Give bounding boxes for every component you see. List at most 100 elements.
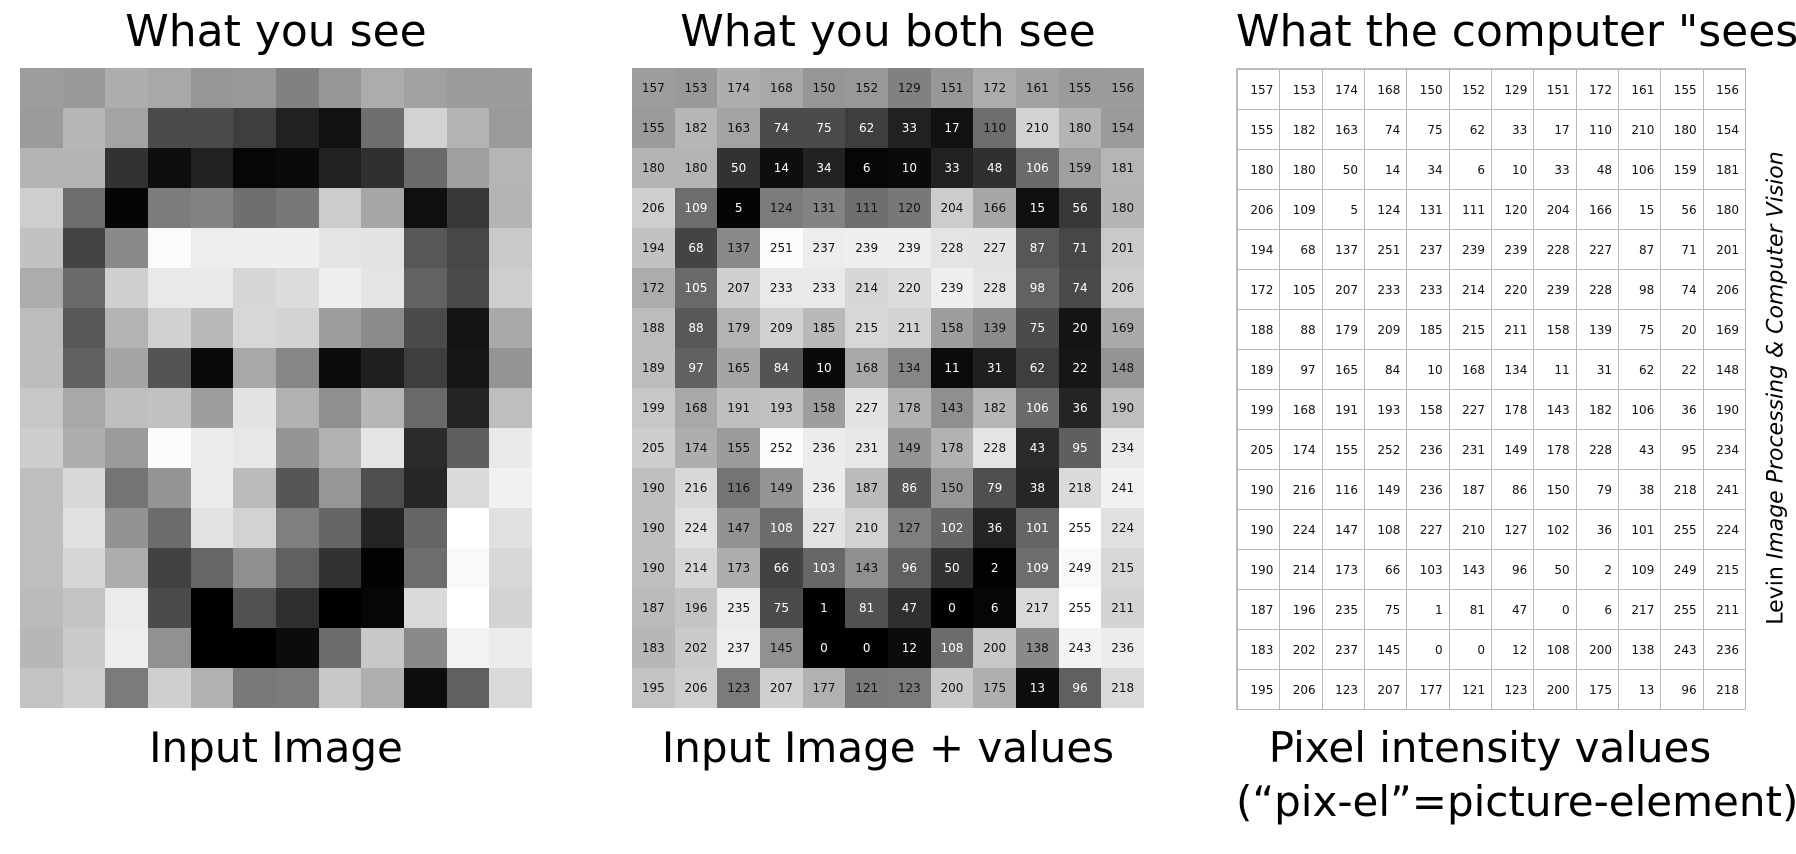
intensity-value-cell: 74	[1661, 270, 1704, 310]
intensity-value-cell: 231	[1449, 430, 1492, 470]
pixel-value-cell: 251	[760, 228, 803, 268]
pixel-cell	[20, 548, 63, 588]
pixel-cell	[361, 428, 404, 468]
intensity-value-cell: 181	[1703, 150, 1746, 190]
intensity-value-cell: 95	[1661, 430, 1704, 470]
intensity-value-cell: 143	[1449, 550, 1492, 590]
intensity-value-cell: 205	[1238, 430, 1281, 470]
intensity-value-cell: 75	[1618, 310, 1662, 350]
pixel-value-cell: 155	[1058, 68, 1102, 108]
pixel-value-cell: 190	[1101, 388, 1144, 428]
intensity-value-cell: 243	[1661, 630, 1704, 670]
pixel-value-cell: 182	[674, 108, 718, 148]
pixel-cell	[105, 108, 148, 148]
intensity-value-cell: 116	[1322, 470, 1365, 510]
intensity-value-cell: 188	[1238, 310, 1281, 350]
pixel-value-cell: 62	[845, 108, 888, 148]
intensity-value-cell: 177	[1407, 670, 1450, 710]
intensity-value-cell: 158	[1407, 390, 1450, 430]
pixel-value-cell: 156	[1101, 68, 1144, 108]
pixel-value-cell: 180	[1101, 188, 1144, 228]
pixel-value-cell: 87	[1016, 228, 1059, 268]
pixel-value-cell: 75	[802, 108, 846, 148]
pixel-value-cell: 101	[1016, 508, 1059, 548]
pixel-cell	[190, 668, 234, 708]
intensity-value-cell: 47	[1491, 590, 1535, 630]
intensity-value-cell: 210	[1449, 510, 1492, 550]
intensity-value-cell: 180	[1280, 150, 1323, 190]
pixel-value-cell: 150	[802, 68, 846, 108]
pixel-value-cell: 218	[1058, 468, 1102, 508]
pixel-cell	[318, 148, 362, 188]
intensity-value-cell: 224	[1280, 510, 1323, 550]
intensity-value-cell: 228	[1576, 430, 1619, 470]
intensity-value-cell: 228	[1576, 270, 1619, 310]
pixel-value-cell: 178	[930, 428, 974, 468]
intensity-value-cell: 215	[1703, 550, 1746, 590]
pixel-cell	[361, 348, 404, 388]
pixel-value-cell: 158	[802, 388, 846, 428]
intensity-value-cell: 31	[1576, 350, 1619, 390]
pixel-value-cell: 105	[674, 268, 718, 308]
intensity-value-cell: 168	[1449, 350, 1492, 390]
pixel-cell	[489, 668, 532, 708]
pixel-value-cell: 143	[845, 548, 888, 588]
pixel-cell	[446, 148, 490, 188]
intensity-value-cell: 183	[1238, 630, 1281, 670]
intensity-value-cell: 163	[1322, 110, 1365, 150]
pixel-cell	[361, 308, 404, 348]
pixel-value-cell: 139	[973, 308, 1016, 348]
intensity-value-cell: 12	[1491, 630, 1535, 670]
intensity-value-cell: 211	[1703, 590, 1746, 630]
pixel-value-cell: 50	[717, 148, 760, 188]
pixel-cell	[190, 348, 234, 388]
intensity-value-cell: 185	[1407, 310, 1450, 350]
pixel-cell	[148, 468, 191, 508]
pixel-value-cell: 241	[1101, 468, 1144, 508]
intensity-value-cell: 101	[1618, 510, 1662, 550]
pixel-cell	[276, 588, 319, 628]
intensity-value-cell: 204	[1534, 190, 1577, 230]
pixel-cell	[62, 428, 106, 468]
pixel-value-cell: 209	[760, 308, 803, 348]
intensity-value-cell: 62	[1618, 350, 1662, 390]
pixel-value-cell: 137	[717, 228, 760, 268]
pixel-value-cell: 161	[1016, 68, 1059, 108]
pixel-value-cell: 182	[973, 388, 1016, 428]
pixel-cell	[148, 108, 191, 148]
intensity-value-cell: 34	[1407, 150, 1450, 190]
intensity-value-cell: 236	[1703, 630, 1746, 670]
intensity-value-cell: 6	[1449, 150, 1492, 190]
intensity-value-cell: 75	[1407, 110, 1450, 150]
intensity-value-cell: 143	[1534, 390, 1577, 430]
pixel-cell	[489, 68, 532, 108]
pixel-cell	[446, 588, 490, 628]
pixel-cell	[446, 268, 490, 308]
intensity-value-cell: 10	[1407, 350, 1450, 390]
pixel-value-cell: 75	[1016, 308, 1059, 348]
pixel-value-cell: 187	[632, 588, 675, 628]
pixel-value-cell: 150	[930, 468, 974, 508]
intensity-value-cell: 109	[1280, 190, 1323, 230]
intensity-value-cell: 150	[1407, 70, 1450, 110]
pixel-cell	[318, 508, 362, 548]
pixel-cell	[276, 388, 319, 428]
pixel-value-cell: 231	[845, 428, 888, 468]
intensity-value-cell: 214	[1280, 550, 1323, 590]
pixel-cell	[446, 188, 490, 228]
intensity-value-cell: 241	[1703, 470, 1746, 510]
pixel-value-cell: 180	[1058, 108, 1102, 148]
intensity-value-cell: 236	[1407, 470, 1450, 510]
intensity-value-cell: 216	[1280, 470, 1323, 510]
pixel-cell	[105, 428, 148, 468]
pixel-cell	[446, 348, 490, 388]
pixel-cell	[276, 108, 319, 148]
pixel-value-cell: 172	[973, 68, 1016, 108]
intensity-value-cell: 195	[1238, 670, 1281, 710]
title-what-the-computer-sees: What the computer "sees"	[1236, 6, 1796, 57]
pixel-value-cell: 174	[674, 428, 718, 468]
pixel-value-cell: 172	[632, 268, 675, 308]
pixel-cell	[62, 308, 106, 348]
pixel-cell	[62, 228, 106, 268]
pixel-value-cell: 109	[1016, 548, 1059, 588]
